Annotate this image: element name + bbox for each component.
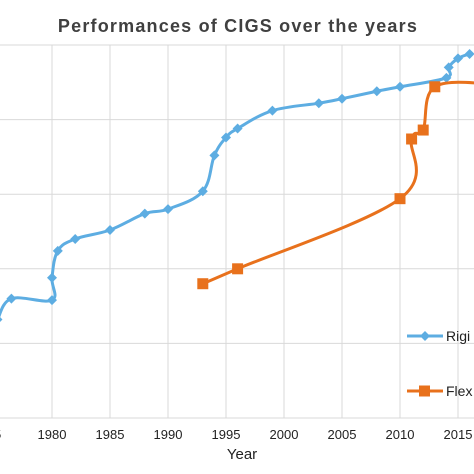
data-point-rigi-20 bbox=[453, 53, 463, 64]
series-group bbox=[0, 48, 474, 323]
x-tick-label-2: 1985 bbox=[96, 427, 125, 442]
data-point-rigi-9 bbox=[197, 186, 208, 197]
data-point-rigi-0 bbox=[0, 317, 3, 323]
data-point-rigi-4 bbox=[52, 245, 63, 256]
x-tick-label-5: 2000 bbox=[270, 427, 299, 442]
data-point-rigi-5 bbox=[70, 233, 81, 244]
x-tick-label-0: 75 bbox=[0, 427, 1, 442]
data-point-flex-1 bbox=[232, 263, 244, 275]
gridlines bbox=[0, 44, 474, 419]
data-point-flex-0 bbox=[197, 278, 209, 290]
chart-title: Performances of CIGS over the years bbox=[58, 16, 418, 36]
data-point-rigi-12 bbox=[232, 123, 243, 134]
data-point-rigi-11 bbox=[221, 132, 231, 143]
data-point-rigi-2 bbox=[47, 295, 57, 306]
x-tick-label-3: 1990 bbox=[154, 427, 183, 442]
data-point-rigi-3 bbox=[47, 272, 57, 283]
data-point-rigi-21 bbox=[464, 48, 474, 59]
x-tick-label-6: 2005 bbox=[328, 427, 357, 442]
data-point-rigi-8 bbox=[163, 204, 173, 215]
legend-marker-rigi bbox=[420, 331, 430, 341]
data-point-rigi-16 bbox=[371, 86, 382, 97]
x-tick-label-4: 1995 bbox=[212, 427, 241, 442]
data-point-rigi-1 bbox=[6, 293, 17, 304]
data-point-rigi-7 bbox=[139, 208, 150, 219]
data-point-rigi-17 bbox=[395, 81, 405, 92]
data-point-flex-3 bbox=[406, 133, 418, 145]
x-tick-labels: 75 1980 1985 1990 1995 2000 2005 2010 2015 bbox=[0, 427, 472, 442]
legend-label-flex: Flex bbox=[446, 383, 472, 399]
data-point-flex-5 bbox=[429, 81, 441, 93]
data-point-rigi-10 bbox=[209, 150, 220, 161]
data-point-rigi-18 bbox=[441, 72, 452, 83]
x-axis-title: Year bbox=[227, 446, 257, 463]
data-point-flex-4 bbox=[417, 124, 429, 136]
series-line-rigi bbox=[0, 52, 472, 318]
legend-marker-flex bbox=[419, 385, 430, 397]
legend-label-rigi: Rigi bbox=[446, 328, 470, 344]
data-point-flex-2 bbox=[394, 193, 406, 205]
data-point-rigi-15 bbox=[337, 93, 347, 104]
data-point-rigi-19 bbox=[443, 62, 454, 73]
x-tick-label-7: 2010 bbox=[386, 427, 415, 442]
data-point-rigi-13 bbox=[267, 105, 278, 116]
legend: Rigi Flex bbox=[407, 328, 472, 399]
x-tick-label-8: 2015 bbox=[444, 427, 473, 442]
x-tick-label-1: 1980 bbox=[38, 427, 67, 442]
data-point-rigi-14 bbox=[313, 98, 324, 109]
data-point-rigi-6 bbox=[105, 225, 115, 236]
